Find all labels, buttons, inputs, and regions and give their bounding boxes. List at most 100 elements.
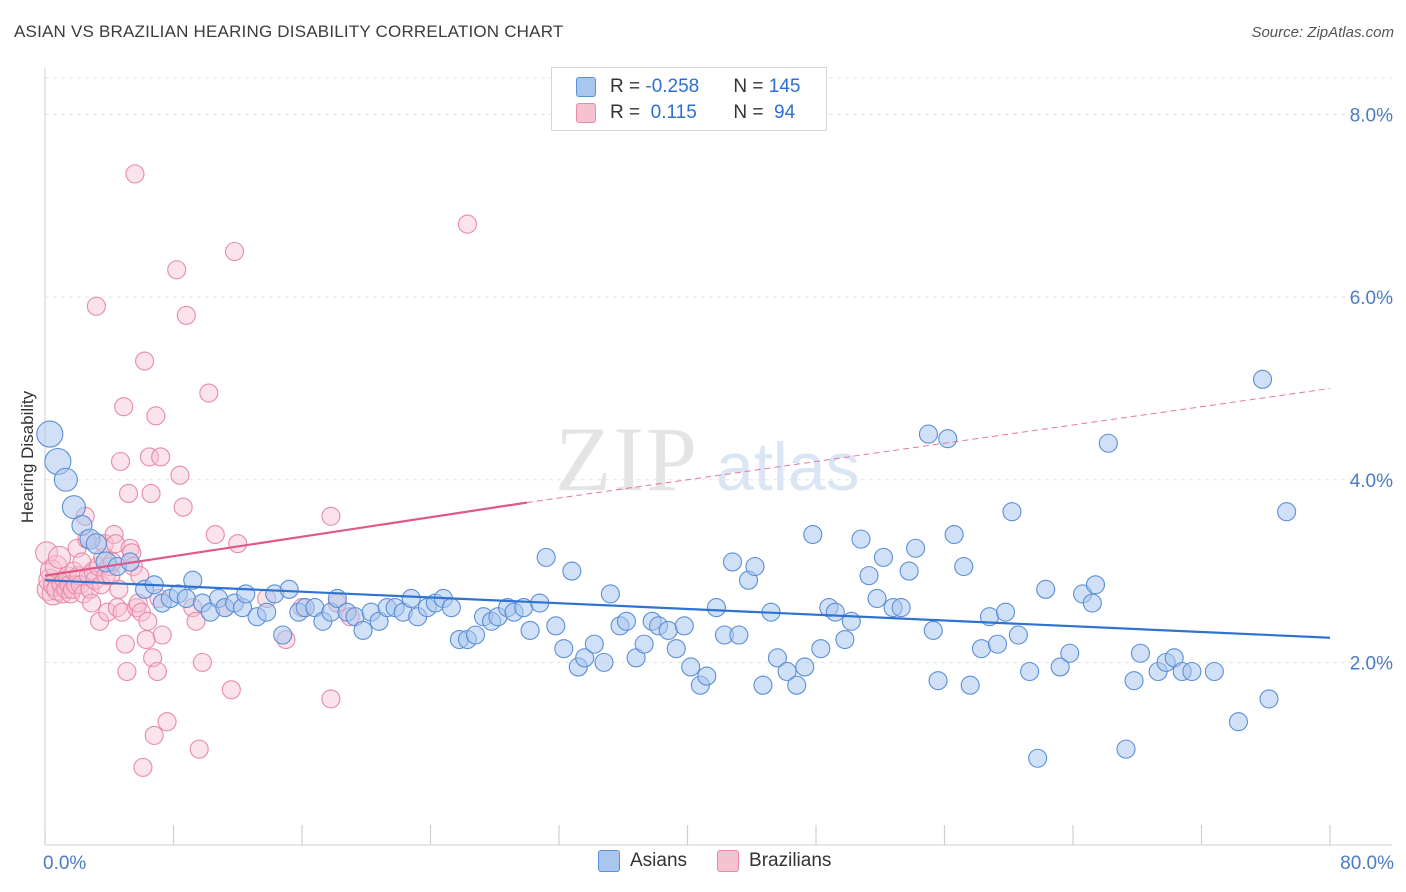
chart-title: ASIAN VS BRAZILIAN HEARING DISABILITY CO… [14, 22, 564, 41]
brazilians-point [147, 661, 167, 682]
asians-point [575, 648, 595, 668]
brazilians-trend-line [44, 501, 528, 577]
brazilians-point [170, 465, 190, 485]
asians-legend-label: Asians [630, 850, 688, 871]
asians-point [1124, 671, 1144, 691]
asians-n-value: 145 [768, 76, 801, 97]
brazilians-r-value: 0.115 [645, 102, 697, 123]
asians-point [1050, 657, 1070, 677]
asians-point [257, 602, 277, 622]
asians-point [1085, 575, 1106, 595]
asians-n-label: N = [733, 76, 769, 97]
asians-point [1277, 502, 1297, 522]
legend-row-brazilians: R = 0.115 N = 94 [576, 101, 795, 125]
brazilians-point [321, 506, 341, 526]
asians-point [835, 630, 855, 650]
brazilians-point [80, 579, 100, 599]
asians-point [634, 634, 654, 654]
brazilians-point [135, 351, 155, 371]
brazilians-point [98, 602, 118, 622]
legend-item-asians: Asians [598, 850, 687, 872]
brazilians-point [228, 534, 248, 554]
brazilians-point [221, 680, 241, 700]
asians-point [954, 556, 974, 577]
asians-point [658, 620, 678, 640]
asians-point [594, 652, 614, 672]
brazilians-point [146, 406, 166, 426]
asians-point [873, 547, 894, 567]
asians-point [236, 584, 256, 604]
brazilians-point [109, 579, 129, 599]
trend-lines [44, 387, 1331, 639]
brazilians-point [118, 483, 139, 504]
brazilians-points [35, 164, 477, 777]
asians-point [803, 524, 823, 545]
asians-point [85, 533, 107, 555]
brazilians-point [139, 447, 159, 467]
brazilians-point [141, 483, 161, 504]
asians-point [681, 657, 701, 677]
y-tick-label: 6.0% [1350, 288, 1393, 309]
asians-point [520, 620, 540, 640]
brazilians-point [176, 305, 196, 325]
series-legend: Asians Brazilians [598, 850, 861, 872]
asians-point [697, 666, 717, 686]
asians-point [273, 625, 293, 645]
asians-point [859, 566, 879, 586]
asians-point [906, 538, 926, 558]
brazilians-point [205, 524, 225, 545]
asians-point [795, 657, 815, 677]
asians-point [600, 584, 620, 604]
asians-point [1252, 369, 1273, 389]
asians-point [1028, 748, 1048, 768]
brazilians-point [82, 593, 102, 613]
asians-point [851, 529, 871, 549]
asians-point [666, 639, 686, 659]
asians-point [441, 598, 461, 618]
brazilians-point [47, 545, 72, 569]
asians-point [1259, 689, 1279, 709]
asians-point [767, 648, 788, 668]
asians-point [465, 625, 486, 645]
brazilians-legend-swatch [717, 850, 740, 872]
asians-point [279, 579, 299, 599]
asians-point [674, 616, 694, 636]
asians-point [1060, 643, 1080, 663]
asians-point [616, 611, 637, 631]
brazilians-point [321, 689, 341, 709]
asians-legend-swatch [598, 850, 620, 872]
brazilians-point [167, 260, 187, 280]
legend-item-brazilians: Brazilians [717, 850, 831, 872]
asians-point [891, 598, 911, 618]
brazilians-point [35, 541, 59, 565]
brazilians-point [125, 164, 145, 184]
brazilians-point [189, 739, 209, 759]
asians-point [899, 561, 919, 581]
brazilians-legend-label: Brazilians [749, 850, 832, 871]
asians-point [729, 625, 749, 645]
brazilians-point [115, 634, 135, 654]
asians-swatch [576, 77, 596, 97]
source-credit: Source: ZipAtlas.com [1251, 24, 1394, 41]
asians-point [554, 639, 574, 659]
asians-point [1036, 579, 1056, 599]
brazilians-r-label: R = [610, 102, 646, 123]
asians-point [923, 620, 943, 640]
brazilians-n-label: N = [733, 102, 769, 123]
brazilians-swatch [576, 103, 596, 123]
y-axis-label: Hearing Disability [18, 390, 37, 523]
y-tick-label: 8.0% [1350, 106, 1393, 127]
brazilians-point [86, 296, 106, 316]
watermark-atlas: atlas [716, 429, 860, 505]
asians-point [562, 561, 582, 581]
x-tick-label-max: 80.0% [1340, 853, 1394, 874]
asians-point [1204, 661, 1224, 682]
asians-point [1116, 739, 1136, 759]
legend-row-asians: R = -0.258 N = 145 [576, 75, 800, 99]
x-tick-label-min: 0.0% [43, 853, 86, 874]
asians-r-value: -0.258 [645, 76, 700, 97]
asians-point [944, 524, 964, 545]
brazilians-n-value: 94 [768, 102, 796, 123]
asians-r-label: R = [610, 76, 646, 97]
